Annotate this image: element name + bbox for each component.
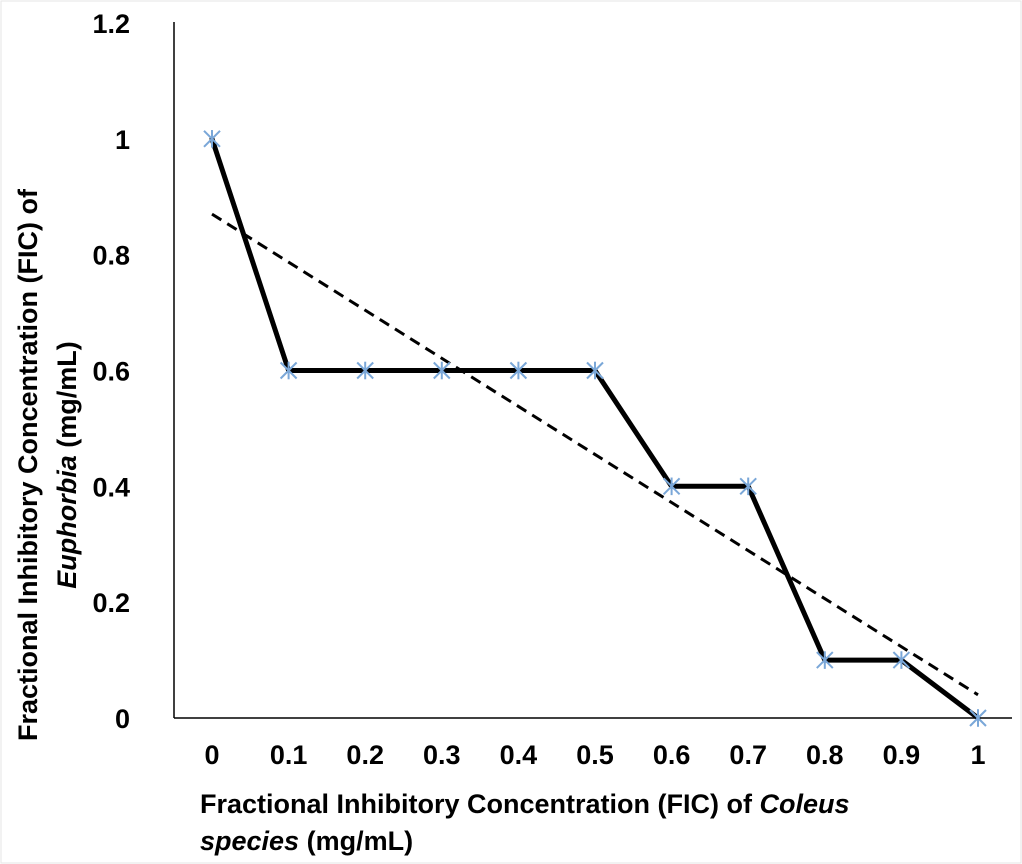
data-point-marker xyxy=(433,361,451,380)
x-axis-title-unit: (mg/mL) xyxy=(299,826,413,856)
data-point-marker xyxy=(586,361,604,380)
y-axis-title-unit: (mg/mL) xyxy=(52,341,82,455)
x-tick-label: 0.5 xyxy=(576,740,614,770)
data-point-marker xyxy=(816,651,834,669)
data-point-marker xyxy=(739,477,757,496)
x-tick-label: 0.4 xyxy=(500,740,538,770)
data-point-marker xyxy=(969,709,987,727)
x-tick-label: 0 xyxy=(204,740,219,770)
x-axis-title: Fractional Inhibitory Concentration (FIC… xyxy=(200,789,850,819)
y-axis-title: Fractional Inhibitory Concentration (FIC… xyxy=(13,188,43,741)
x-axis-title-line1: Fractional Inhibitory Concentration (FIC… xyxy=(200,789,760,819)
data-point-marker xyxy=(662,477,681,496)
y-tick-label: 0 xyxy=(115,704,130,734)
y-tick-label: 1 xyxy=(115,125,130,155)
data-point-marker xyxy=(509,361,528,380)
data-point-marker xyxy=(356,361,374,380)
data-point-marker xyxy=(892,651,911,669)
x-axis-title-italic-genus: Coleus xyxy=(760,789,850,819)
y-tick-label: 0.6 xyxy=(92,357,130,387)
y-axis-title-second-line: Euphorbia (mg/mL) xyxy=(52,341,82,589)
x-axis-title-italic-species: species xyxy=(200,826,299,856)
x-axis-title-second-line: species (mg/mL) xyxy=(200,826,413,856)
y-tick-label: 0.4 xyxy=(92,472,130,502)
x-tick-label: 0.3 xyxy=(423,740,461,770)
y-tick-label: 1.2 xyxy=(92,9,130,39)
y-axis-title-line1: Fractional Inhibitory Concentration (FIC… xyxy=(13,188,43,741)
x-tick-label: 0.9 xyxy=(883,740,921,770)
y-tick-label: 0.8 xyxy=(92,241,130,271)
data-point-marker xyxy=(279,361,298,380)
x-tick-label: 0.1 xyxy=(270,740,308,770)
data-point-marker xyxy=(203,130,221,148)
x-tick-label: 0.8 xyxy=(806,740,844,770)
x-tick-label: 1 xyxy=(970,740,985,770)
x-tick-label: 0.2 xyxy=(346,740,384,770)
x-tick-label: 0.7 xyxy=(729,740,767,770)
y-tick-label: 0.2 xyxy=(92,588,130,618)
trend-line xyxy=(211,212,979,697)
x-tick-label: 0.6 xyxy=(653,740,691,770)
y-axis-title-italic-genus: Euphorbia xyxy=(52,455,82,589)
